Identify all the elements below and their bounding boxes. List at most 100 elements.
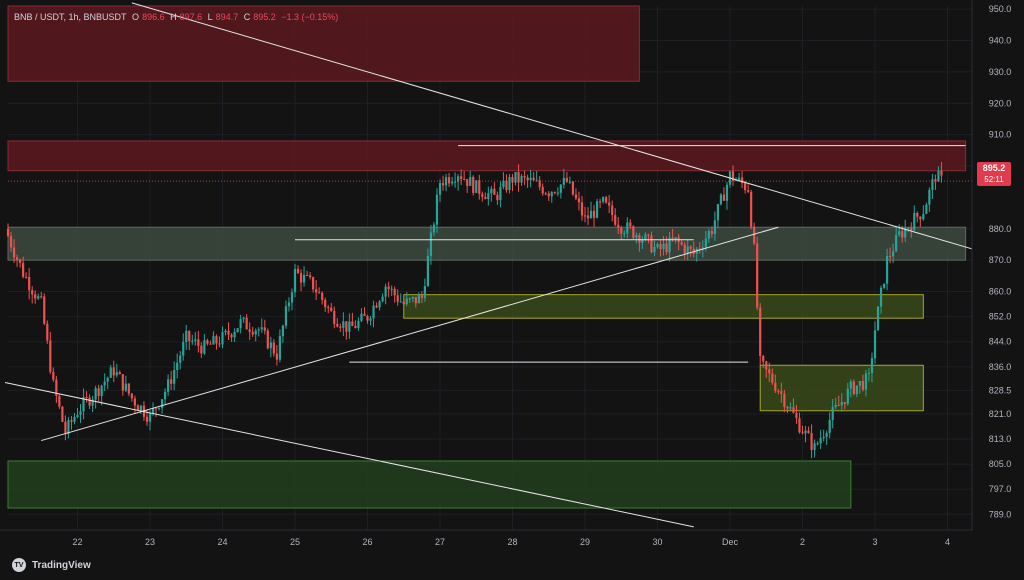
tradingview-brand[interactable]: TV TradingView — [12, 558, 91, 572]
grid — [8, 6, 972, 530]
candle-body — [67, 420, 70, 435]
candle-body — [309, 275, 312, 278]
candle-body — [538, 180, 541, 187]
y-tick-label: 910.0 — [989, 130, 1012, 140]
brand-name: TradingView — [32, 559, 91, 571]
candle-body — [15, 257, 19, 260]
candle-body — [867, 372, 871, 374]
candle-body — [589, 210, 593, 219]
candle-body — [378, 301, 381, 308]
candle-body — [227, 330, 230, 335]
candle-body — [438, 183, 442, 195]
candle-body — [493, 188, 496, 195]
candle-body — [861, 381, 865, 390]
candle-body — [423, 286, 426, 298]
candle-body — [420, 295, 423, 298]
candle-body — [266, 330, 269, 349]
candle-body — [864, 373, 868, 390]
candle-body — [457, 176, 460, 182]
candle-body — [650, 235, 653, 253]
candle-body — [76, 414, 79, 418]
candle-body — [164, 391, 167, 400]
candle-body — [393, 288, 396, 296]
candle-body — [212, 336, 215, 345]
candle-body — [176, 362, 179, 370]
candle-body — [659, 244, 662, 250]
candle-body — [789, 407, 792, 409]
candle-body — [526, 177, 529, 181]
trendline — [4, 382, 694, 528]
y-tick-label: 950.0 — [989, 4, 1012, 14]
candle-body — [450, 181, 454, 184]
close-label: C — [243, 12, 251, 22]
candle-body — [103, 381, 106, 386]
candle-body — [541, 186, 544, 194]
candle-body — [263, 327, 266, 331]
candle-body — [608, 202, 611, 206]
candle-body — [777, 390, 780, 392]
candle-body — [879, 287, 883, 307]
last-price-tag: 895.2 52:11 — [977, 162, 1011, 186]
candle-body — [194, 339, 197, 341]
candle-body — [233, 332, 236, 338]
candle-body — [641, 239, 644, 243]
y-tick-label: 940.0 — [989, 36, 1012, 46]
candle-body — [916, 212, 919, 217]
candle-body — [399, 301, 402, 303]
candle-body — [638, 235, 641, 243]
candle-body — [602, 197, 605, 202]
candle-body — [698, 248, 701, 250]
candle-body — [94, 388, 97, 400]
candle-body — [810, 433, 813, 450]
candle-body — [846, 388, 849, 404]
candle-body — [828, 420, 831, 433]
candle-body — [49, 340, 52, 372]
candle-body — [351, 321, 354, 326]
candle-body — [583, 215, 587, 217]
candle-body — [614, 215, 617, 225]
candle-body — [58, 395, 61, 407]
y-tick-label: 821.0 — [989, 409, 1012, 419]
candle-body — [574, 194, 578, 199]
candle-body — [843, 401, 846, 404]
candle-body — [466, 179, 469, 186]
candle-body — [463, 178, 466, 180]
candle-body — [647, 234, 650, 236]
candle-body — [571, 181, 575, 195]
candle-body — [556, 192, 559, 194]
candle-body — [892, 251, 895, 257]
candle-body — [324, 299, 327, 308]
demand_yellow-zone — [403, 294, 924, 319]
candle-body — [348, 321, 351, 332]
candle-body — [6, 228, 10, 237]
candle-body — [523, 176, 526, 178]
candle-body — [154, 408, 158, 410]
candle-body — [689, 246, 692, 249]
symbol-title: BNB / USDT, 1h, BNBUSDT — [14, 12, 127, 22]
candle-body — [907, 227, 910, 229]
candle-body — [925, 204, 928, 214]
price-axis-panel — [972, 0, 1024, 580]
candle-body — [197, 339, 200, 346]
candle-body — [278, 336, 281, 360]
candle-body — [840, 401, 843, 406]
candle-body — [9, 236, 13, 248]
candle-body — [937, 170, 940, 182]
candle-body — [592, 210, 596, 218]
candle-body — [595, 201, 599, 218]
candle-body — [221, 332, 224, 345]
candle-body — [783, 393, 786, 407]
candle-body — [345, 321, 348, 332]
candle-body — [321, 292, 324, 300]
candle-body — [632, 226, 635, 238]
candle-body — [481, 193, 484, 198]
candle-body — [339, 326, 342, 328]
candle-body — [34, 294, 37, 299]
candle-body — [269, 342, 272, 349]
candle-body — [710, 231, 713, 234]
candle-body — [408, 298, 411, 300]
candle-body — [55, 379, 58, 396]
candle-body — [281, 325, 285, 337]
